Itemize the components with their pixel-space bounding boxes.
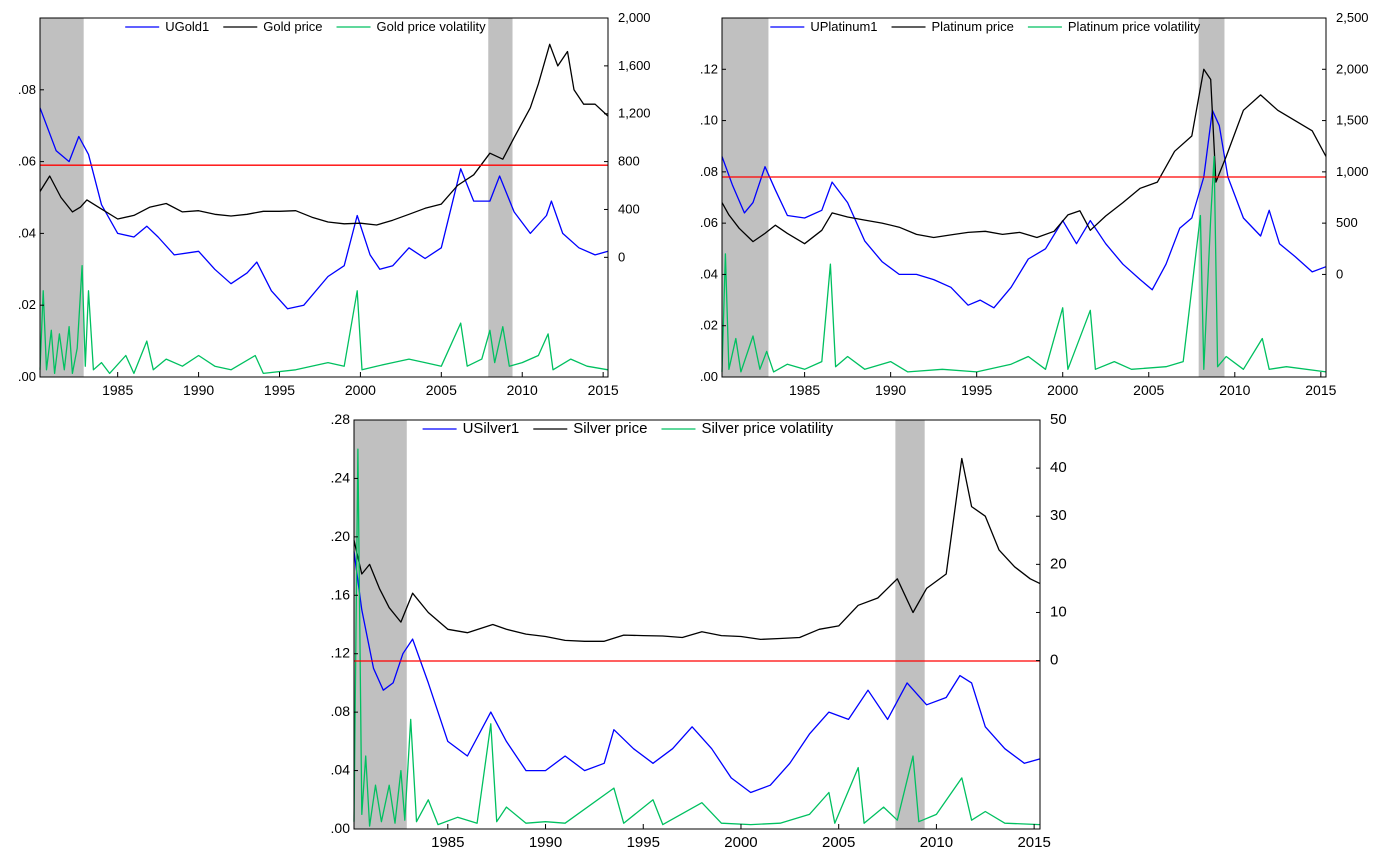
right-tick-label: 20 bbox=[1050, 555, 1067, 572]
right-tick-label: 2,000 bbox=[1336, 61, 1369, 76]
legend-label-price: Silver price bbox=[573, 420, 647, 437]
x-tick-label: 1990 bbox=[875, 382, 906, 398]
left-tick-label: .04 bbox=[18, 225, 36, 240]
series-line-u bbox=[353, 551, 1041, 794]
legend-label-price: Gold price bbox=[263, 19, 322, 34]
plot-frame bbox=[721, 17, 1327, 378]
left-tick-label: .10 bbox=[700, 113, 718, 128]
series-line-price bbox=[721, 68, 1327, 245]
right-tick-label: 30 bbox=[1050, 507, 1067, 524]
x-tick-label: 2000 bbox=[345, 382, 376, 398]
left-tick-label: .08 bbox=[18, 82, 36, 97]
left-tick-label: .02 bbox=[700, 318, 718, 333]
shaded-period-2 bbox=[895, 420, 925, 829]
x-tick-label: 1990 bbox=[183, 382, 214, 398]
legend-label-price: Platinum price bbox=[932, 19, 1014, 34]
legend-label-vol: Gold price volatility bbox=[377, 19, 487, 34]
legend: USilver1 Silver price Silver price volatil… bbox=[422, 420, 834, 437]
x-tick-label: 2000 bbox=[1047, 382, 1078, 398]
right-tick-label: 10 bbox=[1050, 603, 1067, 620]
right-tick-label: 1,000 bbox=[1336, 164, 1369, 179]
left-tick-label: .00 bbox=[331, 820, 351, 836]
left-tick-label: .08 bbox=[331, 703, 351, 719]
right-tick-label: 400 bbox=[618, 201, 640, 216]
left-tick-label: .12 bbox=[331, 645, 351, 661]
x-tick-label: 1985 bbox=[431, 834, 464, 851]
left-tick-label: .04 bbox=[700, 266, 718, 281]
right-tick-label: 50 bbox=[1050, 411, 1067, 428]
right-tick-label: 0 bbox=[1336, 266, 1343, 281]
legend-label-u: UGold1 bbox=[165, 19, 209, 34]
plot-frame bbox=[39, 17, 609, 378]
right-tick-label: 40 bbox=[1050, 459, 1067, 476]
right-tick-label: 1,600 bbox=[618, 58, 651, 73]
left-tick-label: .24 bbox=[331, 469, 351, 485]
x-tick-label: 1985 bbox=[789, 382, 820, 398]
x-tick-label: 2015 bbox=[1017, 834, 1050, 851]
right-tick-label: 800 bbox=[618, 154, 640, 169]
shaded-period-1 bbox=[722, 18, 769, 377]
right-tick-label: 0 bbox=[1050, 652, 1058, 669]
x-tick-label: 2010 bbox=[1219, 382, 1250, 398]
left-tick-label: .00 bbox=[700, 369, 718, 384]
right-tick-label: 0 bbox=[618, 249, 625, 264]
left-tick-label: .08 bbox=[700, 164, 718, 179]
legend-label-vol: Silver price volatility bbox=[701, 420, 833, 437]
right-tick-label: 500 bbox=[1336, 215, 1358, 230]
x-tick-label: 1990 bbox=[529, 834, 562, 851]
right-tick-label: 1,200 bbox=[618, 106, 651, 121]
x-tick-label: 2000 bbox=[724, 834, 757, 851]
series-line-price bbox=[39, 43, 609, 226]
left-tick-label: .02 bbox=[18, 297, 36, 312]
right-tick-label: 2,000 bbox=[618, 10, 651, 25]
series-line-vol bbox=[39, 265, 609, 375]
left-tick-label: .04 bbox=[331, 762, 351, 778]
shaded-period-1 bbox=[40, 18, 84, 377]
left-tick-label: .16 bbox=[331, 586, 351, 602]
left-tick-label: .06 bbox=[18, 154, 36, 169]
chart-panel-3: .00 .04 .08 .12 .16 .20 .24 .28 0 10 20 30 40 50 1985 1… bbox=[331, 411, 1067, 851]
x-tick-label: 2005 bbox=[1133, 382, 1164, 398]
series-line-vol bbox=[353, 448, 1041, 827]
chart-panel-1: .00 .02 .04 .06 .08 0 400 800 1,200 1,600 2,000 198… bbox=[18, 10, 651, 398]
right-tick-label: 2,500 bbox=[1336, 10, 1369, 25]
left-tick-label: .20 bbox=[331, 528, 351, 544]
x-tick-label: 2010 bbox=[507, 382, 538, 398]
series-line-price bbox=[353, 457, 1041, 642]
legend-label-u: UPlatinum1 bbox=[810, 19, 877, 34]
left-tick-label: .00 bbox=[18, 369, 36, 384]
x-tick-label: 2005 bbox=[822, 834, 855, 851]
shaded-period-1 bbox=[354, 420, 407, 829]
legend-label-u: USilver1 bbox=[463, 420, 520, 437]
series-line-u bbox=[721, 109, 1327, 309]
legend: UPlatinum1 Platinum price Platinum price v… bbox=[770, 19, 1201, 34]
legend-label-vol: Platinum price volatility bbox=[1068, 19, 1201, 34]
x-tick-label: 2010 bbox=[920, 834, 953, 851]
x-tick-label: 1995 bbox=[264, 382, 295, 398]
x-tick-label: 2015 bbox=[588, 382, 619, 398]
legend: UGold1 Gold price Gold price volatility bbox=[125, 19, 486, 34]
x-tick-label: 2005 bbox=[426, 382, 457, 398]
x-tick-label: 1985 bbox=[102, 382, 133, 398]
left-tick-label: .06 bbox=[700, 215, 718, 230]
chart-panel-2: .00 .02 .04 .06 .08 .10 .12 0 500 1,000 1,500 2,000… bbox=[700, 10, 1369, 398]
right-tick-label: 1,500 bbox=[1336, 113, 1369, 128]
series-line-u bbox=[39, 107, 609, 310]
left-tick-label: .12 bbox=[700, 61, 718, 76]
series-line-vol bbox=[721, 155, 1327, 373]
x-tick-label: 1995 bbox=[961, 382, 992, 398]
plot-frame bbox=[353, 419, 1041, 830]
x-tick-label: 1995 bbox=[627, 834, 660, 851]
x-tick-label: 2015 bbox=[1305, 382, 1336, 398]
left-tick-label: .28 bbox=[331, 411, 351, 427]
